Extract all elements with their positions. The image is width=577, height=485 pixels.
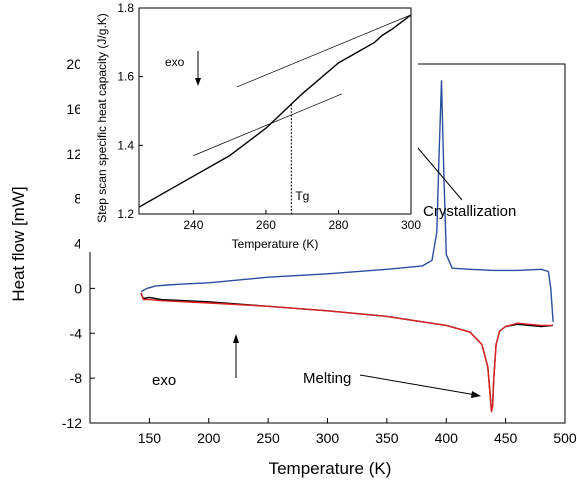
crystallization-arrow: [411, 140, 463, 201]
main-y-tick-label: 16: [66, 101, 82, 117]
inset-fit-line-1: [193, 93, 343, 156]
inset-plot: 240 260 280 300 1.2 1.4 1.6 1.8 Temperature (K…: [80, 0, 421, 252]
inset-series-0-line: [138, 14, 412, 208]
melting-arrow: [359, 374, 477, 396]
main-x-tick-label: 450: [494, 430, 518, 446]
main-exo-label: exo: [152, 372, 176, 389]
inset-y-tick-label: 1.6: [117, 70, 134, 84]
inset-x-tick-label: 240: [183, 218, 203, 232]
inset-y-tick-label: 1.2: [117, 207, 134, 221]
inset-x-ticks: 240 260 280 300: [183, 210, 421, 232]
main-y-tick-label: -12: [62, 415, 82, 431]
main-y-tick-label: 0: [74, 280, 82, 296]
inset-x-tick-label: 300: [401, 218, 421, 232]
main-x-axis-label: Temperature (K): [269, 459, 392, 478]
main-x-tick-label: 500: [553, 430, 577, 446]
inset-y-axis-label: Step scan specific heat capacity (J/g.K): [95, 13, 109, 222]
inset-y-tick-label: 1.8: [117, 1, 134, 15]
main-x-tick-label: 400: [435, 430, 459, 446]
crystallization-label: Crystallization: [423, 203, 516, 220]
inset-x-axis-label: Temperature (K): [232, 237, 319, 251]
melting-label: Melting: [303, 370, 351, 387]
inset-background: [80, 0, 418, 252]
main-x-tick-label: 350: [375, 430, 399, 446]
main-series: [140, 80, 554, 413]
main-x-ticks: 150 200 250 300 350 400 450 500: [138, 418, 577, 446]
main-y-tick-label: 4: [74, 236, 82, 252]
main-plot: 150 200 250 300 350 400 450 500 -12 -8 -4 0 4 8 12 16 2…: [9, 56, 577, 478]
main-x-tick-label: 250: [256, 430, 280, 446]
tg-label: Tg: [295, 189, 309, 203]
main-x-tick-label: 150: [138, 430, 162, 446]
main-x-tick-label: 200: [197, 430, 221, 446]
inset-exo-arrowhead: [195, 78, 201, 86]
main-y-tick-label: 12: [66, 146, 82, 162]
main-series-1-line: [140, 293, 554, 411]
main-y-axis-label: Heat flow [mW]: [9, 186, 28, 301]
inset-plot-frame: [138, 7, 412, 215]
main-y-ticks: -12 -8 -4 0 4 8 12 16 20: [62, 56, 95, 431]
main-exo-arrowhead: [233, 334, 239, 343]
inset-series: [138, 14, 412, 208]
inset-y-tick-label: 1.4: [117, 138, 134, 152]
main-y-tick-label: -8: [70, 370, 83, 386]
main-x-tick-label: 300: [316, 430, 340, 446]
inset-x-tick-label: 280: [328, 218, 348, 232]
main-y-tick-label: 8: [74, 191, 82, 207]
inset-y-ticks: 1.2 1.4 1.6 1.8: [117, 1, 143, 221]
inset-x-tick-label: 260: [256, 218, 276, 232]
inset-fit-line-0: [236, 14, 412, 88]
main-series-2-line: [140, 292, 554, 413]
melting-arrowhead: [471, 391, 481, 398]
inset-exo-label: exo: [165, 55, 185, 69]
main-y-tick-label: -4: [70, 325, 83, 341]
main-series-0-line: [140, 80, 554, 323]
main-y-tick-label: 20: [66, 56, 82, 72]
